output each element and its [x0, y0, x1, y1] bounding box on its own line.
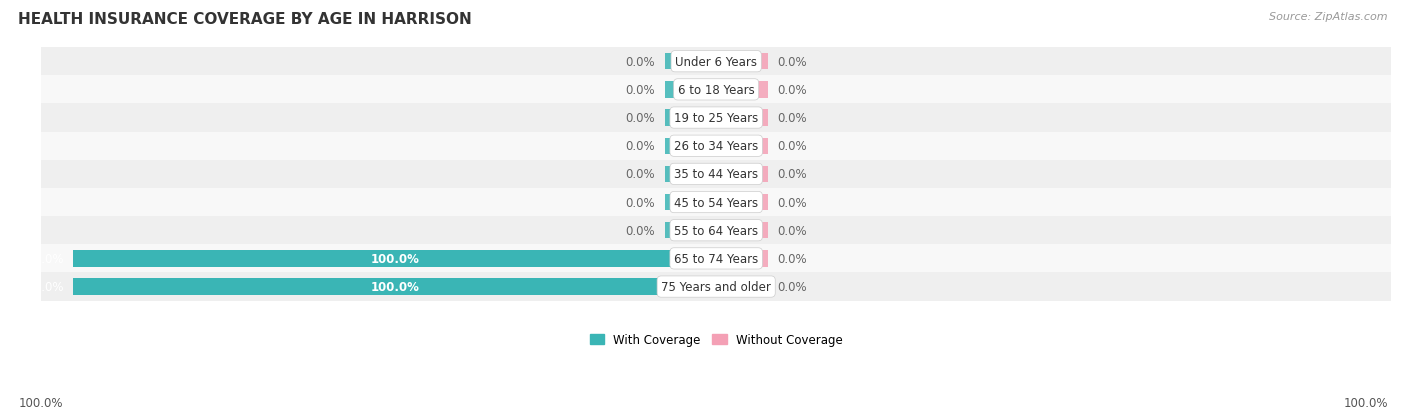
Text: 0.0%: 0.0% — [626, 140, 655, 153]
Text: 6 to 18 Years: 6 to 18 Years — [678, 84, 755, 97]
Bar — [716, 251, 768, 267]
Bar — [73, 251, 716, 267]
Bar — [665, 195, 716, 211]
Bar — [665, 138, 716, 154]
Bar — [41, 188, 1391, 216]
Legend: With Coverage, Without Coverage: With Coverage, Without Coverage — [585, 328, 848, 351]
Text: 65 to 74 Years: 65 to 74 Years — [673, 252, 758, 265]
Text: 100.0%: 100.0% — [370, 280, 419, 293]
Bar — [716, 223, 768, 239]
Bar — [716, 195, 768, 211]
Text: 0.0%: 0.0% — [626, 168, 655, 181]
Text: 100.0%: 100.0% — [20, 252, 63, 265]
Bar — [716, 54, 768, 70]
Text: 0.0%: 0.0% — [626, 196, 655, 209]
Bar — [716, 166, 768, 183]
Text: 0.0%: 0.0% — [778, 196, 807, 209]
Text: 75 Years and older: 75 Years and older — [661, 280, 770, 293]
Text: 0.0%: 0.0% — [778, 168, 807, 181]
Text: 100.0%: 100.0% — [370, 252, 419, 265]
Text: 45 to 54 Years: 45 to 54 Years — [673, 196, 758, 209]
Bar — [73, 279, 716, 295]
Text: HEALTH INSURANCE COVERAGE BY AGE IN HARRISON: HEALTH INSURANCE COVERAGE BY AGE IN HARR… — [18, 12, 472, 27]
Bar — [716, 279, 768, 295]
Bar — [41, 48, 1391, 76]
Text: 35 to 44 Years: 35 to 44 Years — [673, 168, 758, 181]
Bar — [41, 76, 1391, 104]
Bar — [716, 110, 768, 126]
Text: 0.0%: 0.0% — [778, 280, 807, 293]
Bar — [41, 273, 1391, 301]
Bar — [665, 223, 716, 239]
Text: 26 to 34 Years: 26 to 34 Years — [673, 140, 758, 153]
Bar — [41, 216, 1391, 245]
Text: 0.0%: 0.0% — [778, 224, 807, 237]
Bar — [665, 54, 716, 70]
Text: 0.0%: 0.0% — [778, 84, 807, 97]
Bar — [716, 82, 768, 98]
Text: 0.0%: 0.0% — [778, 140, 807, 153]
Text: 0.0%: 0.0% — [778, 112, 807, 125]
Text: 0.0%: 0.0% — [626, 224, 655, 237]
Text: 0.0%: 0.0% — [778, 56, 807, 69]
Text: Under 6 Years: Under 6 Years — [675, 56, 758, 69]
Text: 19 to 25 Years: 19 to 25 Years — [673, 112, 758, 125]
Text: 100.0%: 100.0% — [1343, 396, 1388, 409]
Bar — [665, 166, 716, 183]
Text: Source: ZipAtlas.com: Source: ZipAtlas.com — [1270, 12, 1388, 22]
Text: 0.0%: 0.0% — [626, 56, 655, 69]
Text: 0.0%: 0.0% — [778, 252, 807, 265]
Text: 100.0%: 100.0% — [20, 280, 63, 293]
Text: 100.0%: 100.0% — [18, 396, 63, 409]
Bar — [41, 160, 1391, 188]
Bar — [665, 82, 716, 98]
Bar — [41, 245, 1391, 273]
Bar — [41, 104, 1391, 132]
Bar — [41, 132, 1391, 160]
Text: 0.0%: 0.0% — [626, 112, 655, 125]
Text: 55 to 64 Years: 55 to 64 Years — [673, 224, 758, 237]
Bar — [665, 110, 716, 126]
Bar — [716, 138, 768, 154]
Text: 0.0%: 0.0% — [626, 84, 655, 97]
